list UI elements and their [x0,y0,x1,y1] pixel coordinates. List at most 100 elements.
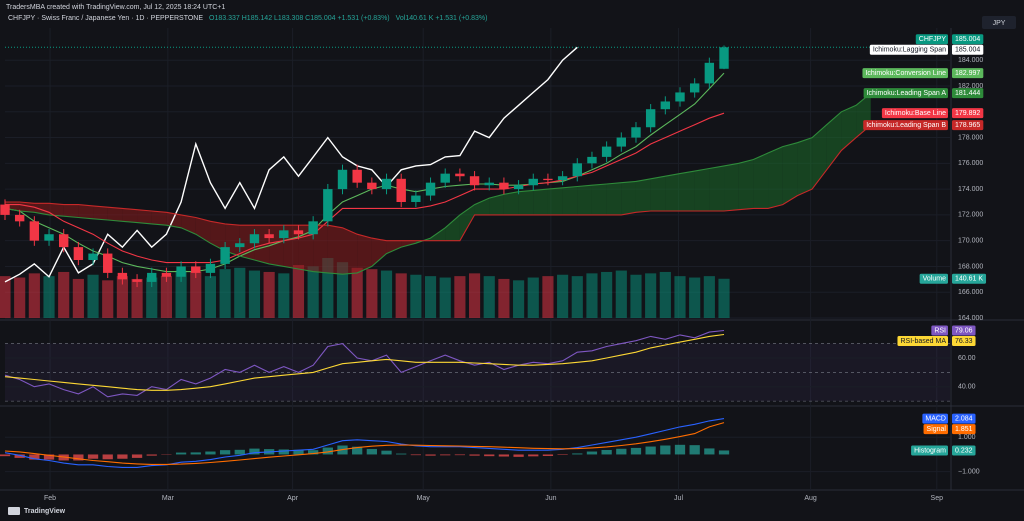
histogram-bar [425,454,436,456]
currency[interactable]: JPY [993,20,1006,27]
logo [8,507,20,515]
cloud-fill [19,202,35,213]
y-tick-label: 174.000 [958,186,983,193]
x-tick-label: Aug [804,495,817,502]
tag-value-box [952,120,984,131]
candle-body [161,272,172,277]
candle-body [264,234,274,239]
volume-bar [336,262,349,318]
volume-bar [43,276,55,318]
histogram-bar [352,446,363,455]
volume-bar [278,273,290,318]
symbol-description: CHFJPY · Swiss Franc / Japanese Yen · 1D… [8,15,203,22]
histogram-bar [14,454,25,458]
tag-name: MACD [925,415,946,422]
tag-value-box [952,325,976,336]
cloud-fill [665,173,680,212]
x-tick-label: Apr [287,495,299,502]
cloud-fill [107,207,123,222]
candle-body [308,221,318,235]
tag-name: Ichimoku:Conversion Line [865,70,946,77]
candle-body [455,173,465,177]
candle-body [132,279,142,282]
cloud-fill [650,176,666,212]
candle-body [59,234,69,248]
volume-bar [586,273,598,318]
cloud-fill [621,181,636,215]
histogram-bar [454,454,466,456]
candle-body [29,221,40,241]
y-tick-label: 170.000 [958,238,983,245]
cloud-fill [151,211,167,226]
volume-bar [689,277,701,318]
ohlc-values: O183.337 H185.142 L183.308 C185.004 +1.5… [209,15,390,22]
ichimoku-line [5,124,872,242]
volume-bar [542,276,554,318]
y-tick-label: 178.000 [958,134,983,141]
x-tick-label: Mar [162,495,175,502]
histogram-bar [572,453,583,455]
volume-bar [630,274,642,318]
histogram-bar [205,451,216,455]
candle-body [484,182,494,186]
volume-bar [674,276,686,318]
candle-body [176,266,186,277]
candle-body [499,182,509,190]
cloud-fill [738,159,754,210]
volume-value: Vol140.61 K +1.531 (+0.83%) [396,15,488,22]
tag-value-box [952,88,984,99]
y-tick-label: 40.00 [958,384,976,391]
volume-bar [366,269,378,318]
histogram-bar [234,449,245,455]
volume-bar [263,271,275,318]
histogram-bar [645,446,656,455]
volume-bar [248,270,261,318]
candle-body [616,137,626,147]
histogram-bar [366,448,377,455]
candle-body [191,266,201,273]
y-tick-label: 164.000 [958,315,983,322]
ichimoku-line [5,112,725,264]
candle-body [601,146,612,157]
volume-bar [703,276,715,318]
tag-name-box [915,34,948,45]
tag-value: 1.851 [955,426,973,433]
candle-body [103,253,113,273]
tag-value-box [952,273,987,284]
y-tick-label: 1.000 [958,434,976,441]
rsi-line [4,329,725,398]
candle-body [249,234,260,244]
histogram-bar [146,454,157,456]
tag-value: 76.33 [955,338,973,345]
macd-line [4,418,725,468]
tag-value-box [952,445,976,456]
cloud-fill [841,105,857,151]
candle-body [117,272,128,280]
cloud-fill [342,227,358,275]
currency-box[interactable] [982,16,1016,29]
cloud-fill [724,163,739,212]
tag-value-box [952,44,984,55]
volume-bar [498,278,510,318]
candle-body [0,204,10,215]
x-tick-label: Jun [545,495,556,502]
histogram-bar [410,454,422,456]
cloud-fill [680,171,695,212]
candle-body [719,47,729,69]
candle-body [469,176,480,186]
histogram-bar [498,454,510,457]
y-tick-label: −1.000 [958,468,980,475]
candle-body [14,214,25,222]
cloud-fill [181,214,196,235]
cloud-fill [313,225,328,273]
tag-value: 178.965 [955,122,980,129]
candle-body [205,263,216,273]
histogram-bar [29,454,40,460]
histogram-bar [87,454,99,459]
tag-value-box [952,34,984,45]
histogram-bar [278,449,289,455]
histogram-bar [0,454,11,457]
volume-bar [116,276,128,318]
cloud-fill [357,234,372,273]
